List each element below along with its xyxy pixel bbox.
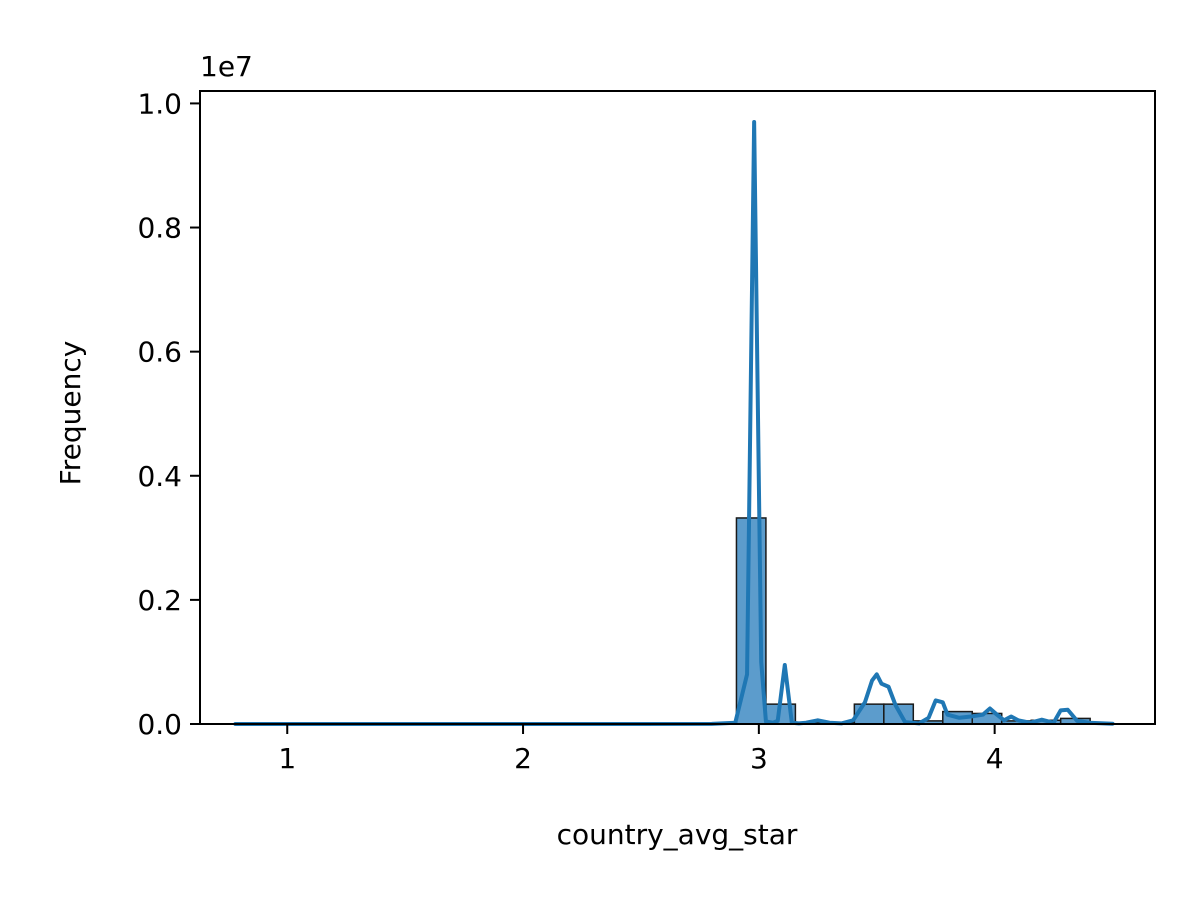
x-axis-title: country_avg_star xyxy=(557,818,798,851)
y-axis-title: Frequency xyxy=(54,341,87,486)
x-tick-label: 2 xyxy=(514,742,532,775)
y-tick-label: 0.0 xyxy=(137,708,182,741)
x-tick-label: 3 xyxy=(750,742,768,775)
y-tick-label: 0.2 xyxy=(137,584,182,617)
x-tick-label: 4 xyxy=(986,742,1004,775)
kde-line xyxy=(233,120,1115,726)
y-offset-label: 1e7 xyxy=(200,50,253,83)
y-axis-ticks: 0.0 0.2 0.4 0.6 0.8 1.0 xyxy=(137,87,200,741)
kde-curve-group xyxy=(233,120,1115,726)
y-tick-label: 1.0 xyxy=(137,87,182,120)
x-tick-label: 1 xyxy=(278,742,296,775)
y-tick-label: 0.4 xyxy=(137,460,182,493)
y-tick-label: 0.6 xyxy=(137,336,182,369)
x-axis-ticks: 1 2 3 4 xyxy=(278,724,1004,775)
plot-area-frame xyxy=(199,90,1156,725)
y-tick-label: 0.8 xyxy=(137,212,182,245)
